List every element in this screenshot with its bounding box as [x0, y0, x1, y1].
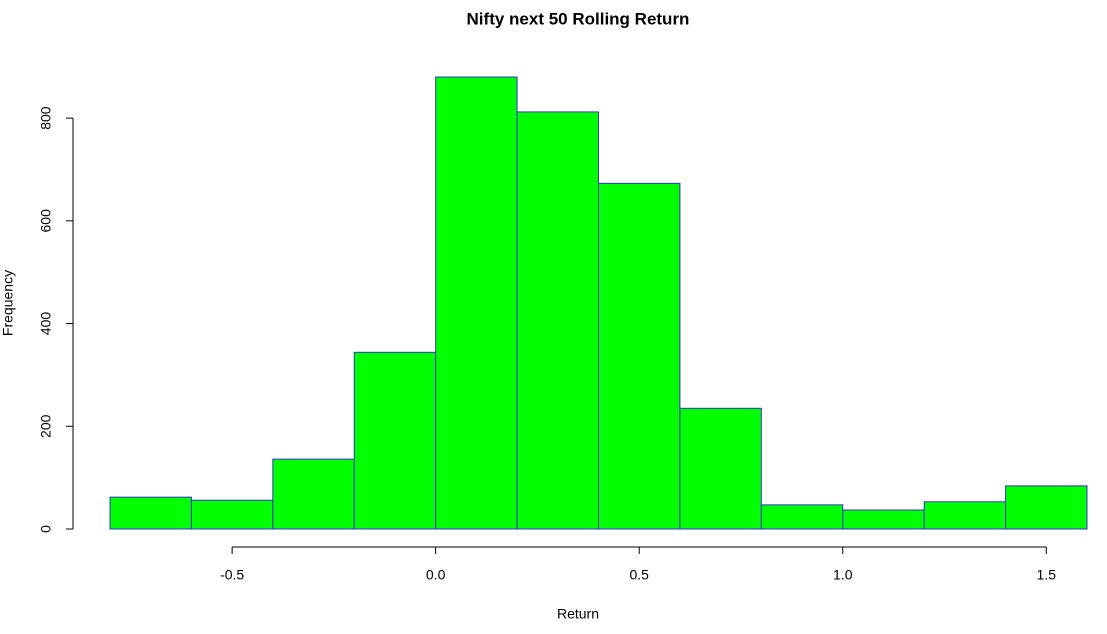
- bar: [1005, 485, 1088, 530]
- bar: [598, 182, 681, 530]
- bar: [190, 499, 274, 530]
- y-tick-label: 600: [38, 209, 54, 233]
- y-tick-label: 200: [38, 414, 54, 438]
- bar: [679, 407, 762, 530]
- bar: [842, 509, 925, 530]
- y-tick-label: 800: [38, 106, 54, 130]
- x-tick-label: 0.5: [629, 567, 649, 583]
- bar: [516, 111, 599, 530]
- bar: [353, 351, 437, 530]
- bar: [435, 76, 518, 530]
- bar: [109, 496, 192, 530]
- y-tick-label: 400: [38, 312, 54, 336]
- x-axis-label: Return: [557, 606, 599, 622]
- x-tick-label: -0.5: [220, 567, 244, 583]
- bar: [272, 458, 355, 530]
- x-tick-label: 1.5: [1037, 567, 1057, 583]
- bar: [923, 501, 1007, 530]
- chart-title: Nifty next 50 Rolling Return: [467, 9, 690, 28]
- bar: [760, 504, 844, 530]
- x-tick-label: 0.0: [426, 567, 446, 583]
- y-axis-label: Frequency: [0, 270, 16, 336]
- x-tick-label: 1.0: [833, 567, 853, 583]
- y-tick-label: 0: [38, 525, 54, 533]
